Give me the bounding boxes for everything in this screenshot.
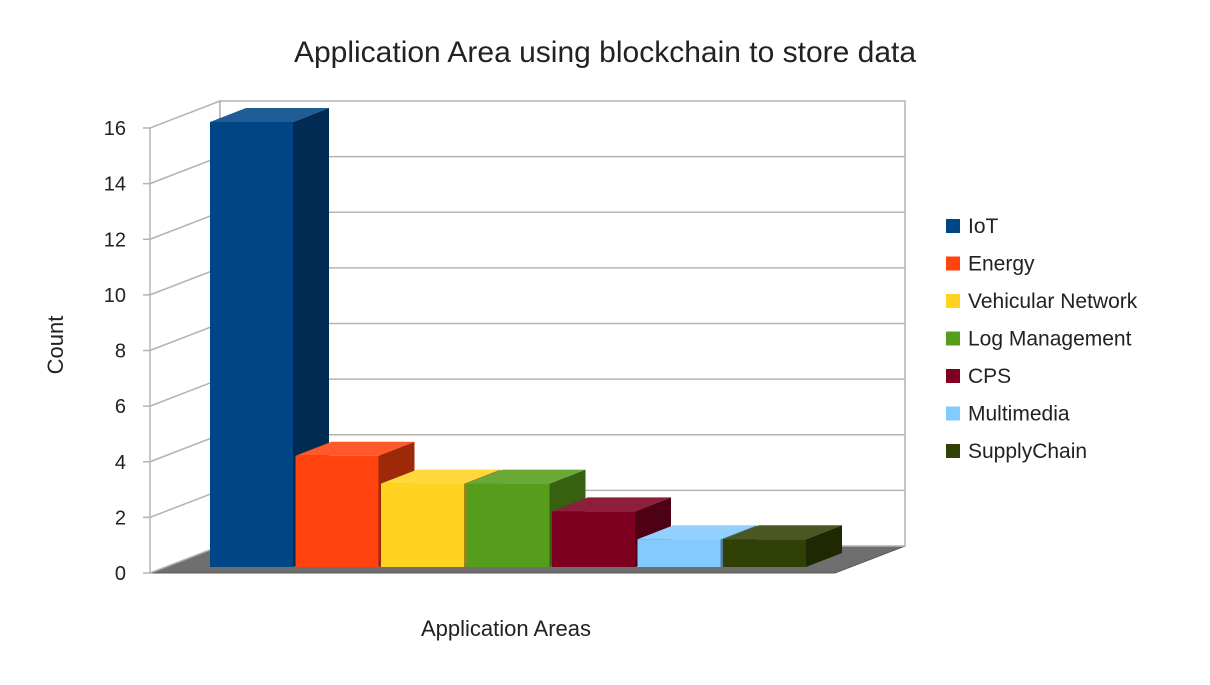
legend-label: SupplyChain [968,440,1087,463]
legend-label: IoT [968,215,999,238]
bar-front [381,483,464,567]
legend-item: SupplyChain [946,440,1087,463]
bar-top [637,525,757,540]
bar-cps [552,497,671,567]
legend-label: CPS [968,365,1011,388]
legend-swatch [946,444,960,458]
legend-swatch [946,219,960,233]
bar-front [295,455,379,567]
y-tick-label: 0 [115,563,126,585]
bar-front [466,483,550,567]
legend-item: IoT [946,215,999,238]
bar-front [723,539,806,567]
legend-item: CPS [946,365,1011,388]
legend-label: Log Management [968,328,1132,351]
bar-top [210,108,329,122]
legend-swatch [946,369,960,383]
y-tick-label: 10 [104,285,126,307]
y-tick-label: 14 [104,174,126,196]
bar-front [637,539,721,567]
bar-supplychain [723,525,842,567]
bar-top [381,469,500,484]
legend-item: Energy [946,253,1035,276]
bar-top [723,525,842,540]
y-tick-label: 16 [104,118,126,140]
bar-top [466,469,586,484]
y-tick-label: 6 [115,396,126,418]
bar-front [210,122,293,567]
y-axis-ticks: 0 2 4 6 8 10 12 14 16 [104,118,150,585]
legend-label: Energy [968,253,1035,276]
bar-log-management [466,469,586,567]
chart-title: Application Area using blockchain to sto… [294,36,916,69]
legend-swatch [946,331,960,346]
legend-item: Multimedia [946,403,1070,426]
legend: IoT Energy Vehicular Network Log Management… [946,215,1138,463]
bar-top [552,497,671,512]
y-axis-label: Count [43,316,68,375]
legend-item: Log Management [946,328,1132,351]
legend-swatch [946,256,960,271]
y-tick-label: 8 [115,341,126,363]
legend-label: Multimedia [968,403,1070,426]
legend-swatch [946,406,960,421]
bar-side [806,525,842,567]
y-tick-label: 12 [104,229,126,251]
chart-bars [210,108,842,567]
legend-item: Vehicular Network [946,290,1138,313]
y-tick-label: 4 [115,452,126,474]
bar-front [552,511,635,567]
y-tick-label: 2 [115,507,126,529]
bar-top [295,441,415,456]
x-axis-label: Application Areas [421,616,591,641]
legend-swatch [946,294,960,308]
legend-label: Vehicular Network [968,290,1138,313]
